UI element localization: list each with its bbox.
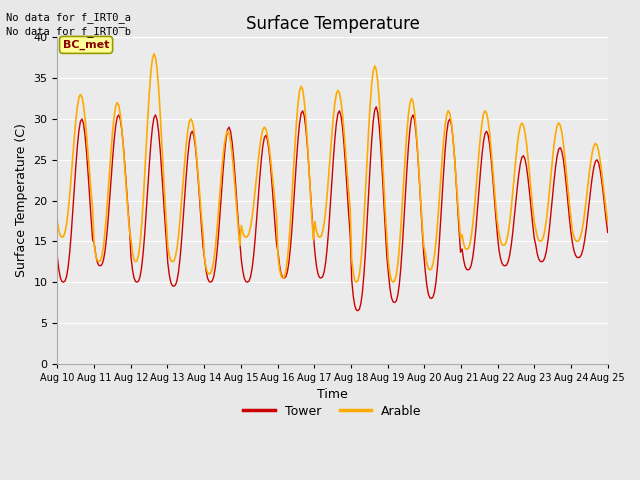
Arable — [246, 224, 254, 230]
Arable — [219, 155, 227, 160]
Y-axis label: Surface Temperature (C): Surface Temperature (C) — [15, 123, 28, 277]
Arable — [54, 219, 61, 225]
Tower — [54, 254, 61, 260]
Tower — [245, 278, 253, 284]
Tower — [121, 162, 129, 168]
Arable — [121, 166, 129, 171]
Line: Arable: Arable — [58, 54, 608, 282]
Tower — [294, 136, 302, 142]
Arable — [576, 235, 584, 241]
Text: BC_met: BC_met — [63, 40, 109, 50]
Tower — [576, 254, 584, 260]
Title: Surface Temperature: Surface Temperature — [246, 15, 419, 33]
Text: No data for f_IRT0̅b: No data for f_IRT0̅b — [6, 26, 131, 37]
Arable — [150, 51, 158, 57]
Arable — [296, 88, 303, 94]
Tower — [604, 229, 612, 235]
Legend: Tower, Arable: Tower, Arable — [239, 400, 427, 423]
X-axis label: Time: Time — [317, 388, 348, 401]
Tower — [236, 240, 244, 245]
Arable — [237, 223, 245, 228]
Arable — [604, 219, 612, 225]
Tower — [372, 104, 380, 109]
Line: Tower: Tower — [58, 107, 608, 311]
Text: No data for f_IRT0_a: No data for f_IRT0_a — [6, 12, 131, 23]
Arable — [389, 279, 397, 285]
Tower — [218, 191, 225, 197]
Tower — [354, 308, 362, 313]
